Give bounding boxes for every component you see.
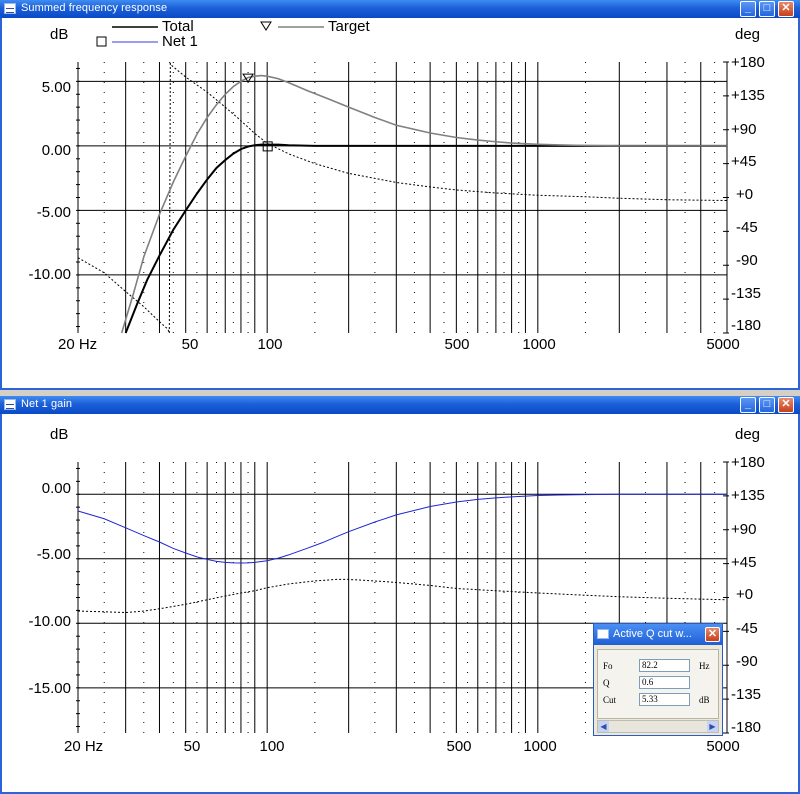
- summed-response-plot: [76, 61, 729, 334]
- window-title-bar[interactable]: Net 1 gain _ □ ✕: [0, 396, 800, 414]
- window-app-icon: [4, 399, 16, 410]
- y-axis-unit: dB: [50, 26, 69, 43]
- x-tick-label: 50: [183, 738, 201, 755]
- cut-label: Cut: [603, 695, 617, 705]
- y-tick-label: -15.00: [28, 680, 71, 697]
- y-tick-label: -10.00: [28, 613, 71, 630]
- phase-tick-label: -180: [731, 317, 762, 334]
- minimize-button[interactable]: _: [740, 397, 756, 413]
- legend-target-marker: [260, 21, 272, 31]
- legend-net1-label: Net 1: [162, 33, 198, 50]
- dialog-body: Fo 82.2 Hz Q 0.6 Cut 5.33 dB: [597, 649, 719, 719]
- phase-tick-label: +135: [731, 487, 765, 504]
- phase-axis-unit: deg: [735, 26, 761, 43]
- y-tick-label: -5.00: [36, 546, 71, 563]
- scroll-left-arrow-icon[interactable]: ◀: [598, 721, 609, 732]
- maximize-button[interactable]: □: [759, 397, 775, 413]
- y-axis-unit: dB: [50, 426, 69, 443]
- phase-curve: [77, 578, 728, 614]
- phase-tick-label: +90: [731, 521, 757, 538]
- series-target: [120, 74, 727, 334]
- series-total: [124, 143, 727, 334]
- net1-marker: [262, 141, 273, 152]
- phase-tick-label: +0: [736, 586, 754, 603]
- minimize-button[interactable]: _: [740, 1, 756, 17]
- summed-response-window: Summed frequency response _ □ ✕ dB deg T…: [0, 0, 800, 390]
- phase-tick-label: +90: [731, 121, 757, 138]
- window-title: Summed frequency response: [21, 2, 168, 14]
- fo-label: Fo: [603, 661, 613, 671]
- phase-wrap-line: [168, 61, 171, 334]
- x-tick-label: 500: [446, 738, 472, 755]
- y-tick-label: -10.00: [28, 266, 71, 283]
- phase-tick-label: -90: [736, 653, 758, 670]
- close-button[interactable]: ✕: [778, 397, 794, 413]
- window-frame: [0, 414, 800, 794]
- phase-tick-label: -135: [731, 686, 762, 703]
- legend-net1-marker: [96, 36, 107, 47]
- x-tick-label: 1000: [522, 336, 556, 353]
- q-label: Q: [603, 678, 610, 688]
- x-tick-label: 50: [181, 336, 199, 353]
- y-tick-label: 0.00: [41, 480, 71, 497]
- x-tick-label: 20 Hz: [58, 336, 98, 353]
- phase-tick-label: -45: [736, 219, 758, 236]
- dialog-title: Active Q cut w...: [613, 628, 692, 640]
- fo-input[interactable]: 82.2: [639, 659, 690, 672]
- window-app-icon: [4, 3, 16, 14]
- series-net-1: [77, 493, 727, 564]
- dialog-title-bar[interactable]: Active Q cut w... ✕: [594, 624, 722, 645]
- phase-curve: [77, 257, 170, 334]
- fo-unit: Hz: [699, 661, 710, 671]
- x-tick-label: 5000: [706, 336, 740, 353]
- phase-tick-label: +45: [731, 153, 757, 170]
- phase-tick-label: -45: [736, 620, 758, 637]
- window-frame: [0, 18, 800, 390]
- dialog-app-icon: [597, 629, 609, 639]
- x-tick-label: 100: [259, 738, 285, 755]
- phase-axis-unit: deg: [735, 426, 761, 443]
- phase-tick-label: +180: [731, 454, 765, 471]
- cut-input[interactable]: 5.33: [639, 693, 690, 706]
- phase-tick-label: -90: [736, 252, 758, 269]
- x-tick-label: 5000: [706, 738, 740, 755]
- maximize-button[interactable]: □: [759, 1, 775, 17]
- window-title: Net 1 gain: [21, 398, 73, 410]
- legend-target-label: Target: [328, 18, 370, 35]
- legend: [96, 21, 324, 47]
- q-input[interactable]: 0.6: [639, 676, 690, 689]
- phase-tick-label: +180: [731, 54, 765, 71]
- y-tick-label: 5.00: [41, 79, 71, 96]
- phase-tick-label: +135: [731, 87, 765, 104]
- x-tick-label: 100: [257, 336, 283, 353]
- y-tick-label: 0.00: [41, 142, 71, 159]
- x-tick-label: 500: [444, 336, 470, 353]
- target-marker: [242, 73, 254, 84]
- close-button[interactable]: ✕: [778, 1, 794, 17]
- x-tick-label: 20 Hz: [64, 738, 104, 755]
- phase-tick-label: -135: [731, 285, 762, 302]
- window-title-bar[interactable]: Summed frequency response _ □ ✕: [0, 0, 800, 18]
- x-tick-label: 1000: [523, 738, 557, 755]
- scroll-right-arrow-icon[interactable]: ▶: [707, 721, 718, 732]
- cut-unit: dB: [699, 695, 710, 705]
- phase-tick-label: +45: [731, 554, 757, 571]
- phase-curve: [168, 61, 728, 202]
- dialog-close-button[interactable]: ✕: [705, 627, 720, 642]
- y-tick-label: -5.00: [36, 204, 71, 221]
- phase-tick-label: -180: [731, 719, 762, 736]
- active-q-cut-dialog[interactable]: Active Q cut w... ✕ Fo 82.2 Hz Q 0.6 Cut…: [593, 623, 723, 736]
- legend-total-label: Total: [162, 18, 194, 35]
- phase-tick-label: +0: [736, 186, 754, 203]
- dialog-horizontal-scrollbar[interactable]: ◀ ▶: [597, 720, 719, 733]
